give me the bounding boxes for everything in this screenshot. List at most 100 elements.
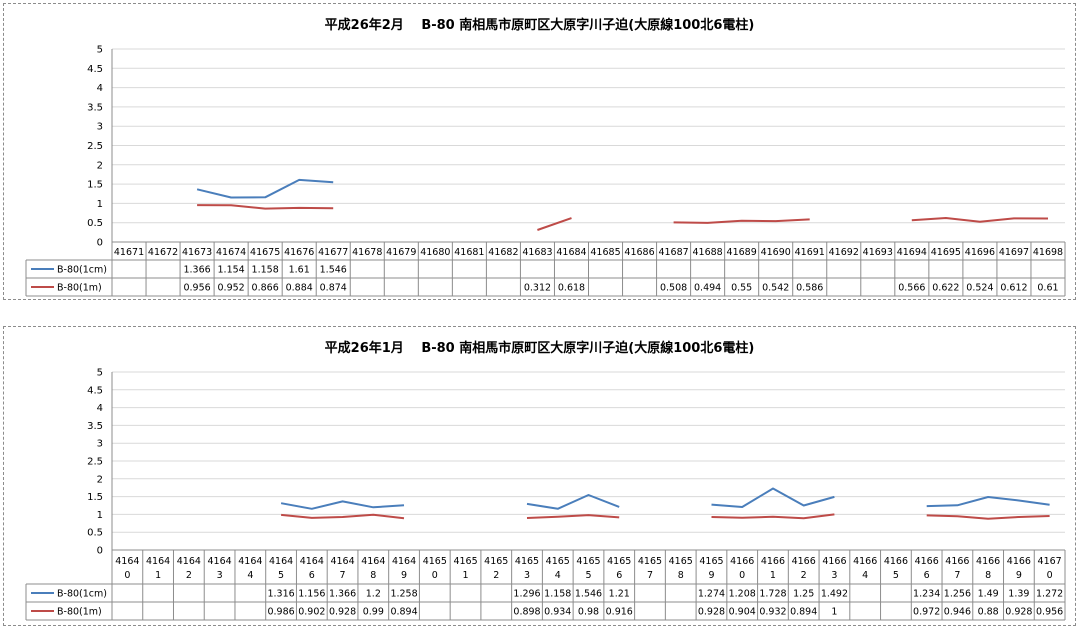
y-tick-label: 0: [97, 238, 103, 249]
data-label: 0.986: [267, 607, 294, 618]
x-tick-label: 0: [1047, 570, 1053, 581]
x-tick-label: 4166: [761, 556, 785, 567]
x-tick-label: 41695: [931, 247, 961, 258]
x-tick-label: 5: [278, 570, 284, 581]
data-label: 0.586: [796, 283, 823, 294]
data-label: 0.874: [320, 283, 347, 294]
x-tick-label: 4164: [392, 556, 416, 567]
x-tick-label: 4165: [669, 556, 693, 567]
y-tick-label: 3: [97, 122, 103, 133]
data-label: 1: [831, 607, 837, 618]
series-line-0: [711, 487, 835, 508]
y-tick-label: 4: [97, 403, 103, 414]
x-tick-label: 4165: [423, 556, 447, 567]
x-tick-label: 7: [340, 570, 346, 581]
data-label: 0.928: [329, 607, 356, 618]
x-tick-label: 41692: [829, 247, 859, 258]
y-tick-label: 2.5: [87, 457, 103, 468]
data-label: 0.494: [694, 283, 721, 294]
series-line-1: [281, 513, 405, 520]
y-tick-label: 0: [97, 546, 103, 557]
data-label: 0.928: [1005, 607, 1032, 618]
data-label: 0.524: [966, 283, 993, 294]
chart-panel-january: 平成26年1月 B-80 南相馬市原町区大原字川子迫(大原線100北6電柱) 0…: [3, 326, 1076, 626]
data-label: 1.258: [390, 589, 417, 600]
x-tick-label: 41674: [216, 247, 246, 258]
series-line-0: [280, 500, 405, 510]
x-tick-label: 0: [739, 570, 745, 581]
x-tick-label: 9: [708, 570, 714, 581]
x-tick-label: 4: [555, 570, 561, 581]
x-tick-label: 6: [616, 570, 622, 581]
data-label: 1.296: [513, 589, 540, 600]
x-tick-label: 6: [309, 570, 315, 581]
x-tick-label: 4164: [177, 556, 201, 567]
data-label: 1.728: [759, 589, 786, 600]
data-label: 0.934: [544, 607, 571, 618]
legend-label: B-80(1m): [57, 607, 102, 618]
x-tick-label: 3: [524, 570, 530, 581]
x-tick-label: 4164: [238, 556, 262, 567]
x-tick-label: 4: [247, 570, 253, 581]
data-label: 1.21: [609, 589, 630, 600]
data-label: 0.894: [390, 607, 417, 618]
x-tick-label: 9: [401, 570, 407, 581]
y-tick-label: 2: [97, 160, 103, 171]
data-label: 0.866: [252, 283, 279, 294]
x-tick-label: 41671: [114, 247, 144, 258]
y-tick-label: 4.5: [87, 64, 103, 75]
data-label: 0.904: [729, 607, 756, 618]
data-label: 0.61: [1037, 283, 1058, 294]
x-tick-label: 3: [831, 570, 837, 581]
x-tick-label: 41684: [556, 247, 586, 258]
data-label: 0.956: [1036, 607, 1063, 618]
x-tick-label: 4165: [638, 556, 662, 567]
x-tick-label: 41683: [522, 247, 552, 258]
x-tick-label: 4167: [1038, 556, 1062, 567]
x-tick-label: 4164: [361, 556, 385, 567]
x-tick-label: 4164: [146, 556, 170, 567]
x-tick-label: 4166: [884, 556, 908, 567]
series-line-0: [926, 496, 1050, 508]
data-label: 0.542: [762, 283, 789, 294]
y-tick-label: 1.5: [87, 492, 103, 503]
series-line-1: [537, 217, 572, 231]
data-label: 1.234: [913, 589, 940, 600]
x-tick-label: 4: [862, 570, 868, 581]
x-tick-label: 41685: [590, 247, 620, 258]
x-tick-label: 41678: [352, 247, 382, 258]
series-line-1: [673, 218, 810, 224]
data-label: 1.366: [183, 265, 210, 276]
x-tick-label: 41691: [795, 247, 825, 258]
data-label: 0.99: [363, 607, 384, 618]
chart-february: 0 0.5 1 1.5 2 2.5 3 3.5 4 4.5 5 41671 41672 41673 4167…: [25, 45, 1066, 297]
x-tick-label: 4164: [300, 556, 324, 567]
x-tick-label: 41693: [863, 247, 893, 258]
x-tick-label: 4164: [330, 556, 354, 567]
y-tick-label: 0.5: [87, 528, 103, 539]
x-tick-label: 1: [463, 570, 469, 581]
y-tick-label: 3.5: [87, 102, 103, 113]
x-tick-label: 0: [124, 570, 130, 581]
x-tick-label: 41696: [965, 247, 995, 258]
data-label: 0.898: [513, 607, 540, 618]
x-tick-label: 4165: [484, 556, 508, 567]
data-label: 1.2: [366, 589, 381, 600]
x-tick-label: 41687: [658, 247, 688, 258]
data-label: 1.25: [793, 589, 814, 600]
data-label: 1.208: [729, 589, 756, 600]
data-label: 0.972: [913, 607, 940, 618]
x-tick-label: 2: [801, 570, 807, 581]
x-tick-label: 41688: [693, 247, 723, 258]
x-tick-label: 41680: [420, 247, 450, 258]
y-tick-label: 2.5: [87, 141, 103, 152]
series-line-1: [711, 513, 835, 520]
series-line-1: [926, 514, 1050, 520]
data-label: 0.946: [944, 607, 971, 618]
data-label: 1.272: [1036, 589, 1063, 600]
data-label: 1.546: [575, 589, 602, 600]
x-tick-label: 4166: [853, 556, 877, 567]
x-tick-label: 2: [493, 570, 499, 581]
y-tick-label: 1: [97, 510, 103, 521]
data-label: 0.884: [286, 283, 313, 294]
